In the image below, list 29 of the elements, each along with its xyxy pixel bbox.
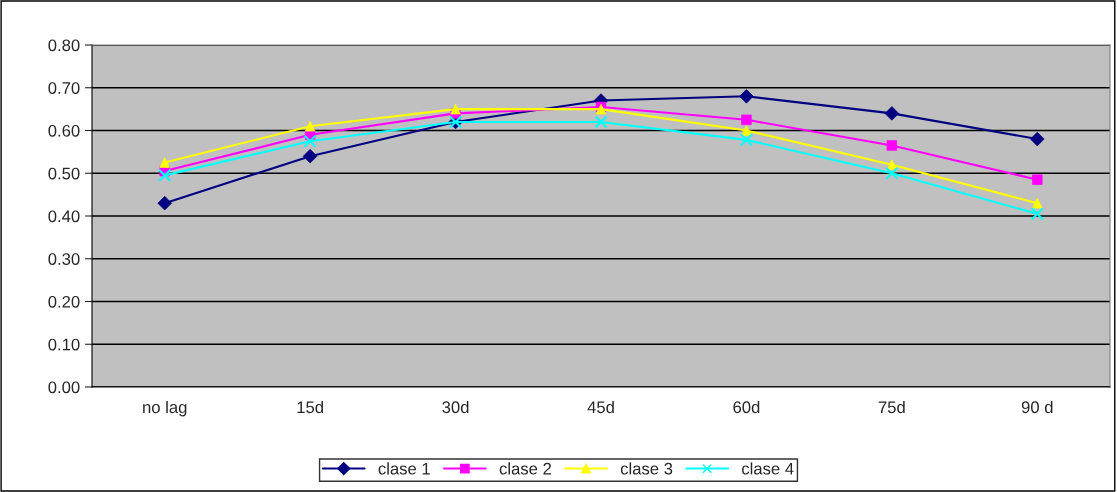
y-tick-label: 0.70: [48, 82, 80, 94]
point: [303, 134, 317, 148]
legend-label: clase 2: [499, 462, 551, 475]
y-tick-label: 0.50: [48, 167, 80, 180]
x-tick-label: 60d: [733, 400, 760, 414]
point: [885, 166, 899, 180]
legend-label: clase 4: [742, 462, 794, 475]
point: [1030, 131, 1045, 147]
x-tick-label: 45d: [587, 400, 614, 414]
point: [158, 168, 172, 182]
y-tick-label: 0.00: [48, 381, 80, 394]
x-tick-label: 15d: [297, 400, 323, 414]
x-tick-label: 30d: [442, 400, 469, 414]
point: [1032, 174, 1043, 185]
y-tick-label: 0.80: [48, 39, 80, 52]
point: [594, 115, 608, 129]
point: [739, 133, 754, 147]
legend-label: clase 1: [378, 462, 430, 475]
point: [1030, 207, 1044, 221]
x-tick-label: 75d: [878, 400, 905, 414]
x-tick-label: no lag: [143, 400, 187, 417]
y-tick-label: 0.20: [48, 295, 80, 308]
y-tick-label: 0.40: [48, 210, 80, 223]
y-tick-label: 0.30: [48, 253, 80, 265]
y-tick-label: 0.60: [48, 124, 80, 137]
y-tick-label: 0.10: [48, 338, 80, 351]
legend-label: clase 3: [620, 462, 673, 475]
x-tick-label: 90 d: [1021, 400, 1053, 414]
point: [884, 106, 900, 121]
